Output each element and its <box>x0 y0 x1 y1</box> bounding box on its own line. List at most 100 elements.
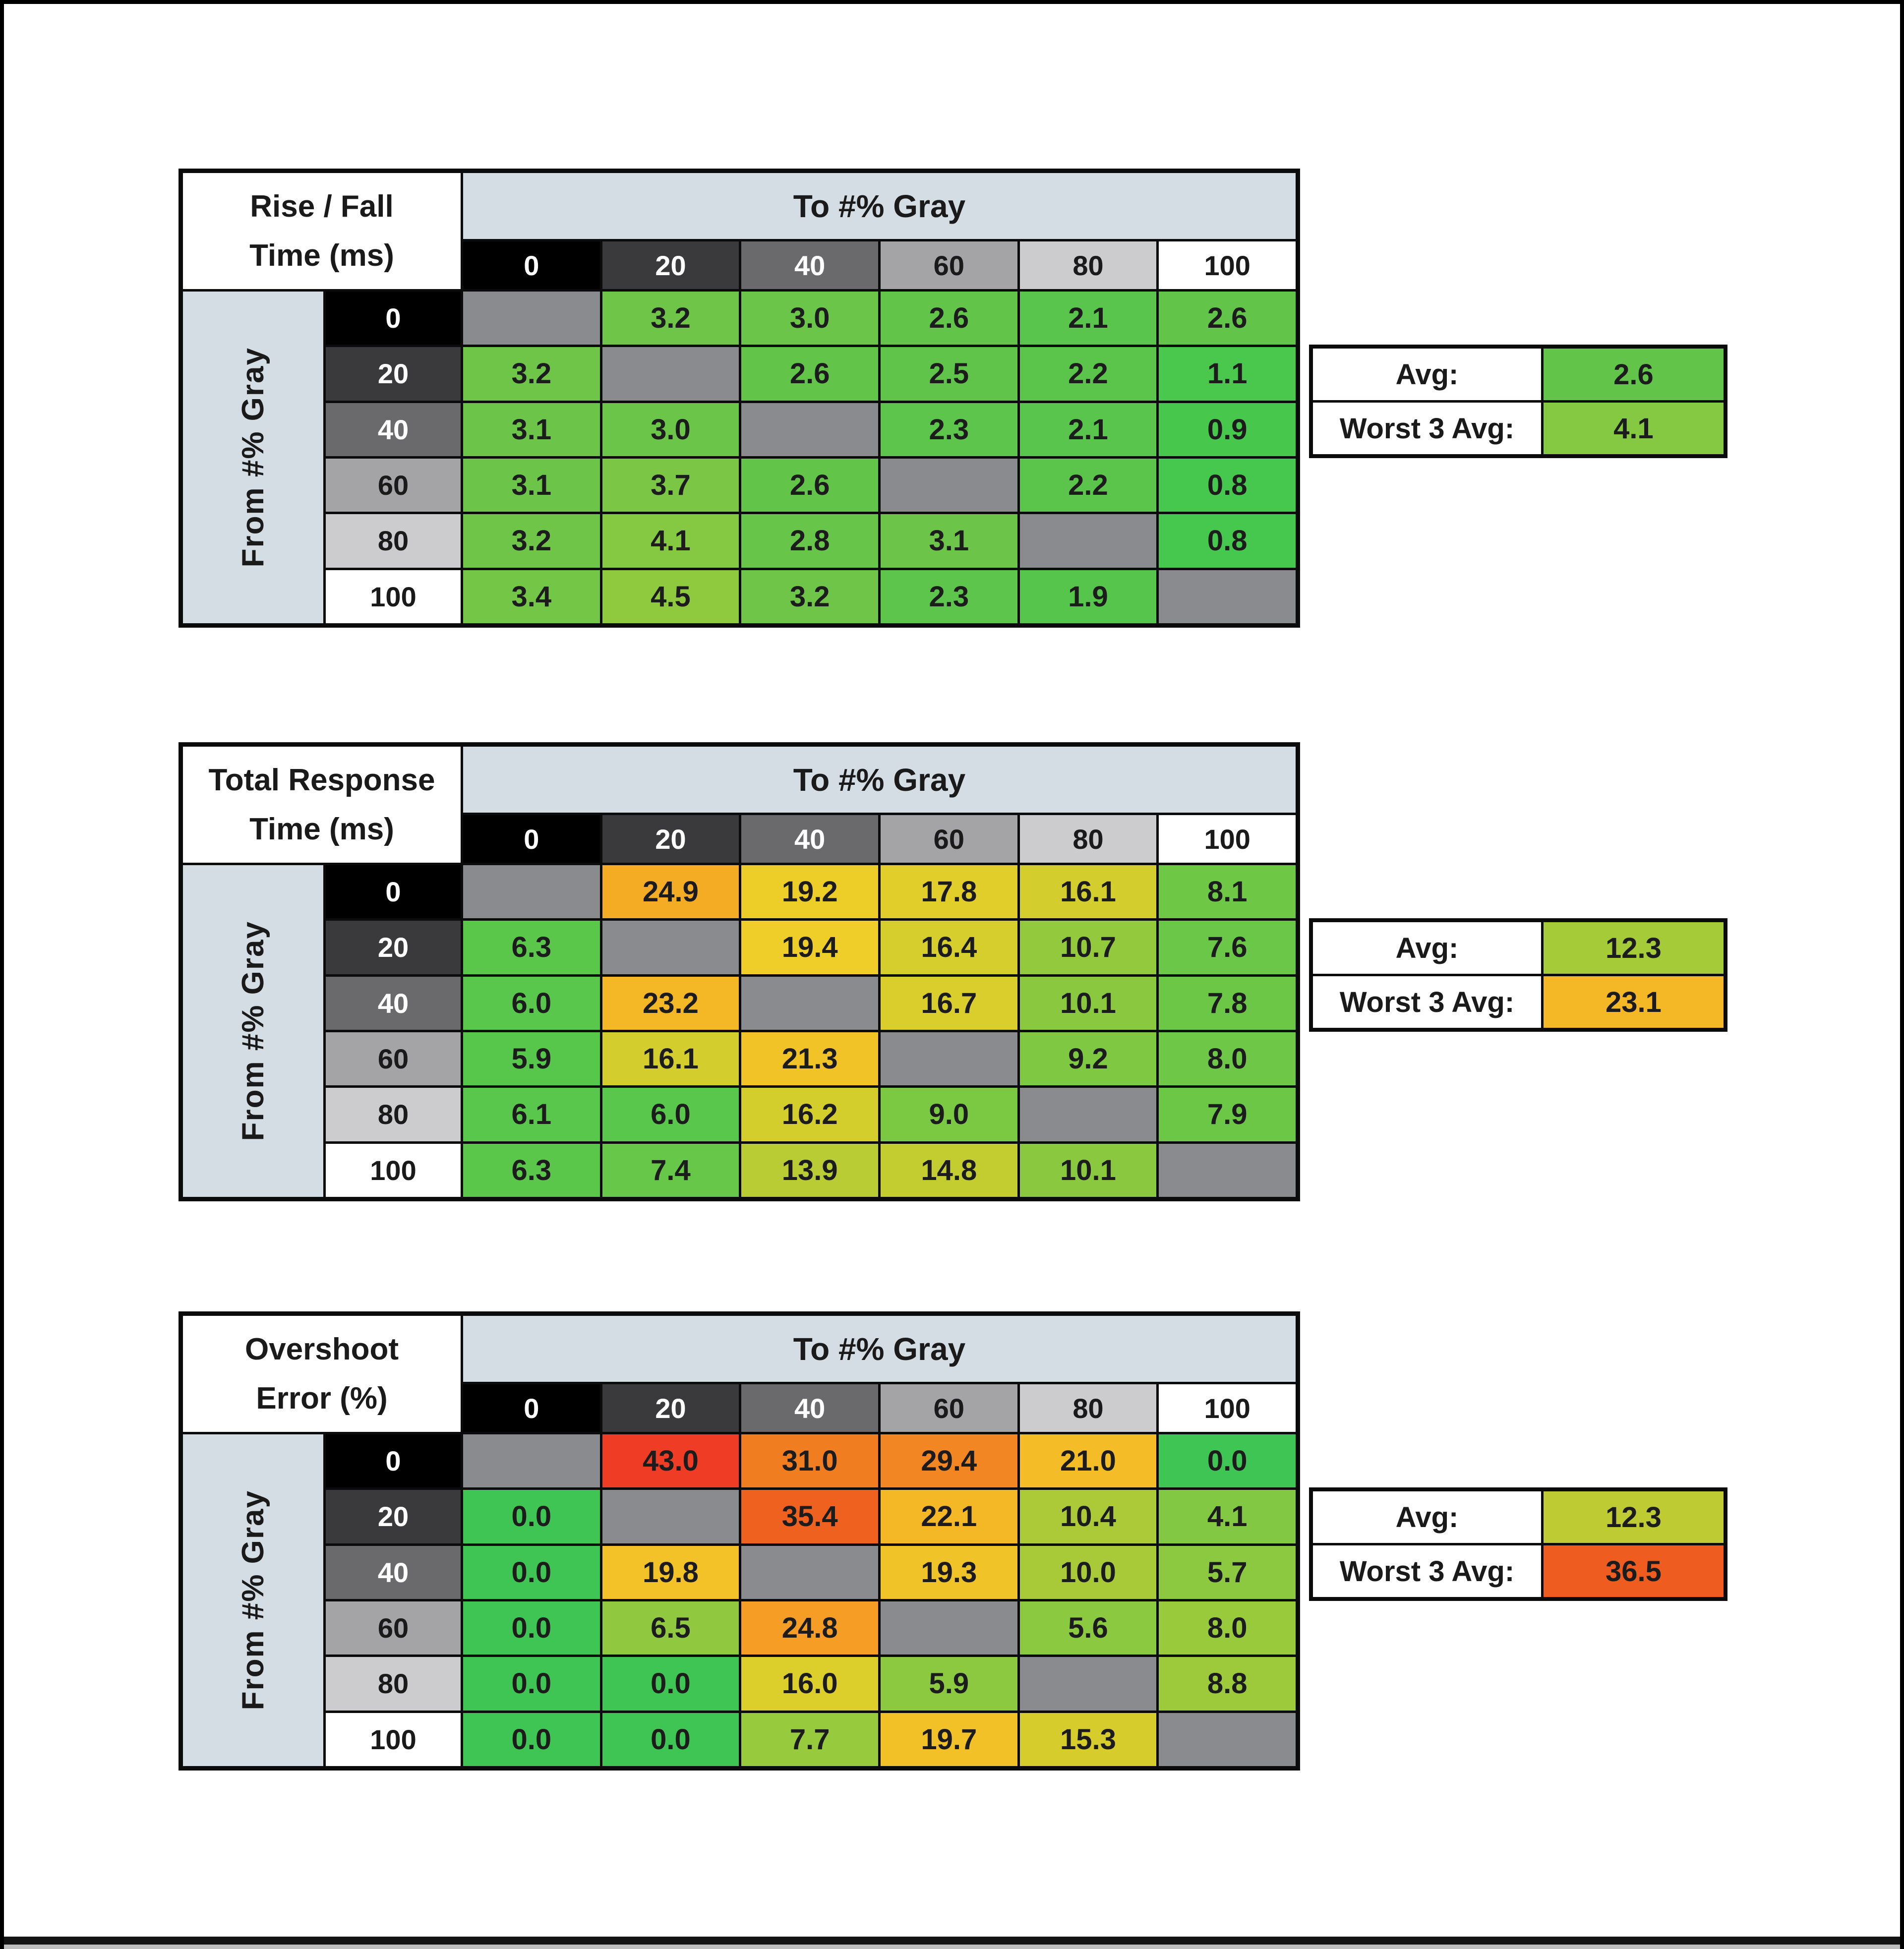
table-overshoot: Overshoot Error (%) To #% Gray 0 20 40 60 80 100… <box>178 1311 1727 1771</box>
cell-value: 8.8 <box>1207 1667 1248 1700</box>
col-header-0: 0 <box>463 1384 600 1432</box>
rise-fall-cell-from40-to60: 2.3 <box>880 403 1017 456</box>
rise-fall-diagonal-cell-40 <box>741 403 878 456</box>
total-response-cell-from100-to0: 6.3 <box>463 1143 600 1197</box>
total-response-cell-from20-to40: 19.4 <box>741 921 878 974</box>
overshoot-cell-from60-to100: 8.0 <box>1159 1601 1296 1655</box>
col-header-80: 80 <box>1019 241 1157 289</box>
cell-value: 6.0 <box>511 987 552 1019</box>
rise-fall-diagonal-cell-100 <box>1159 570 1296 623</box>
cell-value: 7.6 <box>1207 931 1248 964</box>
col-header-100: 100 <box>1159 1384 1296 1432</box>
bottom-window-edge <box>4 1937 1900 1945</box>
table-total-response-title: Total Response Time (ms) <box>183 747 461 863</box>
total-response-cell-from60-to0: 5.9 <box>463 1032 600 1086</box>
rise-fall-cell-from40-to0: 3.1 <box>463 403 600 456</box>
row-header-label-100: 100 <box>370 581 416 612</box>
to-gray-header-label: To #% Gray <box>793 762 966 798</box>
row-header-100: 100 <box>326 570 461 623</box>
col-header-label-0: 0 <box>524 1392 539 1424</box>
table-total-response-summary-panel: Avg: 12.3 Worst 3 Avg: 23.1 <box>1309 918 1727 1032</box>
row-header-label-0: 0 <box>385 876 401 908</box>
worst3avg-label-text: Worst 3 Avg: <box>1339 1555 1515 1588</box>
to-gray-header-band: To #% Gray <box>463 173 1296 239</box>
avg-label-text: Avg: <box>1395 1501 1459 1534</box>
rise-fall-cell-from20-to40: 2.6 <box>741 347 878 401</box>
overshoot-cell-from40-to100: 5.7 <box>1159 1545 1296 1599</box>
cell-value: 6.0 <box>651 1098 691 1131</box>
rise-fall-cell-from80-to0: 3.2 <box>463 514 600 568</box>
cell-value: 5.7 <box>1207 1556 1248 1589</box>
cell-value: 3.2 <box>789 580 830 613</box>
cell-value: 7.9 <box>1207 1098 1248 1131</box>
rise-fall-cell-from60-to100: 0.8 <box>1159 459 1296 512</box>
overshoot-cell-from60-to20: 6.5 <box>602 1601 739 1655</box>
cell-value: 2.3 <box>929 413 969 446</box>
total-response-diagonal-cell-20 <box>602 921 739 974</box>
avg-value: 2.6 <box>1544 349 1724 400</box>
overshoot-cell-from20-to100: 4.1 <box>1159 1490 1296 1543</box>
total-response-diagonal-cell-100 <box>1159 1143 1296 1197</box>
cell-value: 3.2 <box>651 302 691 335</box>
total-response-cell-from80-to60: 9.0 <box>880 1088 1017 1141</box>
cell-value: 4.1 <box>651 525 691 557</box>
from-gray-header-label: From #% Gray <box>236 347 270 568</box>
row-header-40: 40 <box>326 403 461 456</box>
bottom-gray-strip <box>4 1945 1900 1949</box>
row-header-80: 80 <box>326 1088 461 1141</box>
col-header-100: 100 <box>1159 241 1296 289</box>
cell-value: 29.4 <box>921 1445 977 1477</box>
table-total-response: Total Response Time (ms) To #% Gray 0 20 40 60… <box>178 742 1727 1201</box>
overshoot-diagonal-cell-0 <box>463 1434 600 1488</box>
cell-value: 10.0 <box>1060 1556 1116 1589</box>
rise-fall-cell-from40-to80: 2.1 <box>1019 403 1157 456</box>
rise-fall-cell-from60-to0: 3.1 <box>463 459 600 512</box>
cell-value: 2.6 <box>929 302 969 335</box>
cell-value: 3.1 <box>511 413 552 446</box>
col-header-label-100: 100 <box>1204 249 1250 281</box>
overshoot-cell-from100-to0: 0.0 <box>463 1713 600 1766</box>
col-header-100: 100 <box>1159 815 1296 863</box>
total-response-cell-from40-to0: 6.0 <box>463 976 600 1030</box>
rise-fall-cell-from40-to100: 0.9 <box>1159 403 1296 456</box>
cell-value: 16.2 <box>781 1098 838 1131</box>
total-response-cell-from80-to0: 6.1 <box>463 1088 600 1141</box>
rise-fall-cell-from60-to40: 2.6 <box>741 459 878 512</box>
avg-value: 12.3 <box>1544 1491 1724 1543</box>
cell-value: 2.6 <box>789 357 830 390</box>
rise-fall-cell-from0-to80: 2.1 <box>1019 292 1157 345</box>
overshoot-cell-from80-to60: 5.9 <box>880 1657 1017 1711</box>
total-response-cell-from60-to80: 9.2 <box>1019 1032 1157 1086</box>
cell-value: 6.3 <box>511 1154 552 1186</box>
cell-value: 3.1 <box>511 469 552 502</box>
col-header-label-60: 60 <box>933 249 964 281</box>
row-header-label-60: 60 <box>377 1043 409 1075</box>
cell-value: 0.0 <box>511 1500 552 1533</box>
cell-value: 5.9 <box>929 1667 969 1700</box>
overshoot-cell-from20-to40: 35.4 <box>741 1490 878 1543</box>
col-header-label-80: 80 <box>1072 249 1104 281</box>
row-header-20: 20 <box>326 921 461 974</box>
worst3avg-label-text: Worst 3 Avg: <box>1339 986 1515 1018</box>
row-header-0: 0 <box>326 292 461 345</box>
total-response-cell-from80-to40: 16.2 <box>741 1088 878 1141</box>
table-rise-fall-summary-panel: Avg: 2.6 Worst 3 Avg: 4.1 <box>1309 345 1727 458</box>
cell-value: 31.0 <box>781 1445 838 1477</box>
total-response-cell-from100-to20: 7.4 <box>602 1143 739 1197</box>
cell-value: 19.8 <box>643 1556 699 1589</box>
avg-value: 12.3 <box>1544 922 1724 974</box>
row-header-label-20: 20 <box>377 932 409 963</box>
col-header-label-40: 40 <box>794 823 826 855</box>
rise-fall-cell-from20-to60: 2.5 <box>880 347 1017 401</box>
cell-value: 43.0 <box>643 1445 699 1477</box>
col-header-label-20: 20 <box>655 823 686 855</box>
overshoot-cell-from0-to60: 29.4 <box>880 1434 1017 1488</box>
cell-value: 0.0 <box>511 1723 552 1756</box>
from-gray-header-label: From #% Gray <box>236 921 270 1141</box>
avg-label: Avg: <box>1313 1491 1541 1543</box>
cell-value: 13.9 <box>781 1154 838 1186</box>
cell-value: 14.8 <box>921 1154 977 1186</box>
overshoot-cell-from100-to20: 0.0 <box>602 1713 739 1766</box>
col-header-20: 20 <box>602 1384 739 1432</box>
cell-value: 0.8 <box>1207 525 1248 557</box>
